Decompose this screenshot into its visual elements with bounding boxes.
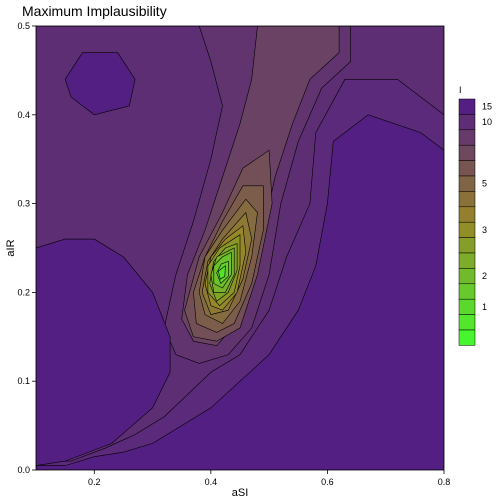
legend-swatch — [458, 314, 476, 331]
legend-swatch — [458, 298, 476, 315]
legend-label: 5 — [482, 179, 487, 189]
legend-label: 10 — [482, 117, 492, 127]
legend-labels: 15 10 5 3 2 1 — [482, 102, 492, 312]
legend-swatch — [458, 144, 476, 161]
plot-frame — [35, 25, 445, 471]
x-tick-label: 0.4 — [205, 477, 218, 487]
legend-swatch — [458, 114, 476, 131]
y-tick-label: 0.5 — [17, 21, 30, 31]
x-axis-ticks: 0.2 0.4 0.6 0.8 — [88, 470, 450, 487]
legend-label: 1 — [482, 302, 487, 312]
y-tick-label: 0.1 — [17, 376, 30, 386]
legend-title: I — [459, 85, 462, 95]
contour-regions — [36, 26, 444, 470]
legend-swatch — [458, 206, 476, 223]
legend-label: 15 — [482, 102, 492, 112]
legend-swatch — [458, 175, 476, 192]
y-axis-label: aIR — [5, 239, 17, 256]
contour-low-region-1 — [36, 238, 171, 466]
legend-swatch — [458, 160, 476, 177]
legend-swatch — [458, 252, 476, 269]
y-tick-label: 0.2 — [17, 287, 30, 297]
legend-swatch — [458, 191, 476, 208]
y-tick-label: 0.4 — [17, 110, 30, 120]
x-tick-label: 0.8 — [438, 477, 451, 487]
legend-swatch — [458, 237, 476, 254]
legend-swatch — [458, 268, 476, 285]
legend-swatch — [458, 283, 476, 300]
legend-swatch — [458, 221, 476, 238]
contour-low-region-2 — [64, 52, 136, 116]
y-tick-label: 0.0 — [17, 465, 30, 475]
x-tick-label: 0.6 — [321, 477, 334, 487]
legend: I 15 10 5 3 2 1 — [458, 85, 492, 346]
x-axis-label: aSI — [232, 487, 249, 499]
legend-swatch — [458, 98, 476, 115]
chart-title: Maximum Implausibility — [22, 3, 167, 19]
y-axis-ticks: 0.0 0.1 0.2 0.3 0.4 0.5 — [17, 21, 36, 475]
x-tick-label: 0.2 — [88, 477, 101, 487]
y-tick-label: 0.3 — [17, 199, 30, 209]
contour-low-region-0 — [36, 114, 444, 470]
legend-label: 2 — [482, 271, 487, 281]
legend-swatch — [458, 129, 476, 146]
legend-label: 3 — [482, 225, 487, 235]
contour-band-13 — [218, 265, 226, 280]
legend-boxes — [458, 98, 476, 346]
legend-swatch — [458, 329, 476, 346]
